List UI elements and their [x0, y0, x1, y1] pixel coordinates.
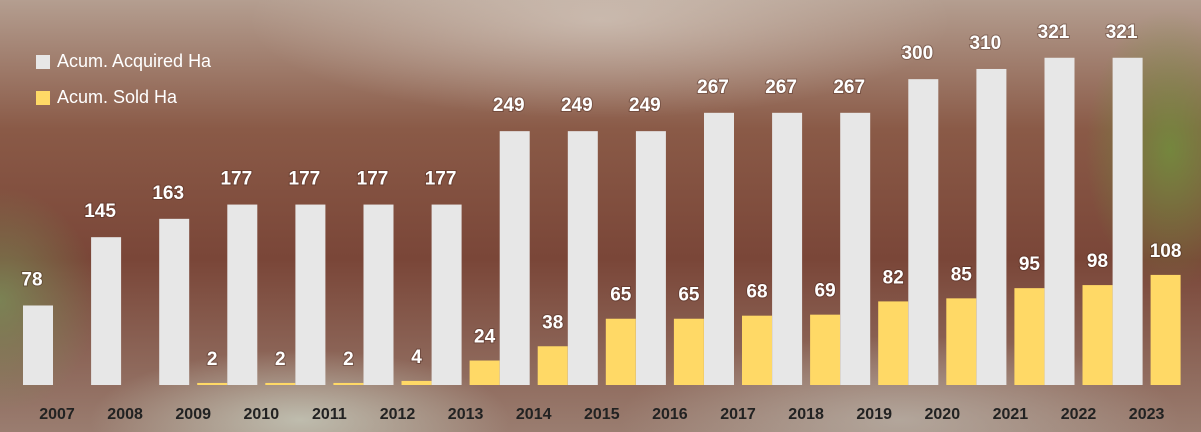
- bar: [946, 298, 976, 385]
- value-label: 65: [610, 285, 632, 306]
- x-tick-label: 2020: [925, 406, 961, 423]
- x-tick-label: 2008: [107, 406, 143, 423]
- value-label: 65: [678, 285, 700, 306]
- value-label: 2: [207, 349, 218, 370]
- value-label: 321: [1038, 22, 1070, 43]
- value-label: 78: [21, 269, 42, 290]
- x-tick-label: 2018: [788, 406, 824, 423]
- bar: [23, 305, 53, 385]
- x-tick-label: 2009: [175, 406, 211, 423]
- bar: [265, 383, 295, 385]
- x-tick-label: 2019: [856, 406, 892, 423]
- bar: [878, 301, 908, 385]
- value-label: 2: [343, 349, 354, 370]
- legend-label: Acum. Sold Ha: [57, 87, 178, 107]
- x-tick-label: 2012: [380, 406, 416, 423]
- legend-label: Acum. Acquired Ha: [57, 51, 212, 71]
- bar: [159, 219, 189, 385]
- value-label: 177: [289, 169, 321, 190]
- bar: [197, 383, 227, 385]
- bar: [470, 361, 500, 385]
- value-label: 98: [1087, 251, 1108, 272]
- value-label: 85: [951, 264, 973, 285]
- bar: [772, 113, 802, 385]
- x-tick-label: 2023: [1129, 406, 1165, 423]
- value-label: 267: [697, 77, 729, 98]
- value-label: 163: [152, 183, 184, 204]
- value-label: 68: [746, 282, 767, 303]
- bar: [1014, 288, 1044, 385]
- x-tick-label: 2013: [448, 406, 484, 423]
- value-label: 145: [84, 201, 116, 222]
- bar: [1113, 58, 1143, 385]
- bar: [908, 79, 938, 385]
- value-label: 249: [629, 95, 661, 116]
- value-label: 95: [1019, 254, 1041, 275]
- x-tick-label: 2014: [516, 406, 552, 423]
- value-label: 249: [493, 95, 525, 116]
- value-label: 177: [425, 169, 457, 190]
- x-tick-label: 2010: [244, 406, 280, 423]
- value-label: 267: [833, 77, 865, 98]
- bar: [704, 113, 734, 385]
- chart-background: 2007 78 2008 145 2009 163 2 2010 177 2 2011 177 2 201…: [0, 0, 1201, 432]
- x-tick-label: 2017: [720, 406, 756, 423]
- legend-swatch: [36, 55, 50, 69]
- bar: [538, 346, 568, 385]
- bar: [742, 316, 772, 385]
- x-tick-label: 2015: [584, 406, 620, 423]
- bar: [1151, 275, 1181, 385]
- bar: [636, 131, 666, 385]
- bar: [432, 205, 462, 385]
- value-label: 4: [411, 347, 422, 368]
- bar: [1045, 58, 1075, 385]
- bar: [402, 381, 432, 385]
- bar: [840, 113, 870, 385]
- bar: [976, 69, 1006, 385]
- value-label: 69: [815, 281, 836, 302]
- legend-swatch: [36, 91, 50, 105]
- value-label: 38: [542, 312, 563, 333]
- bar: [333, 383, 363, 385]
- value-label: 300: [901, 43, 933, 64]
- value-label: 2: [275, 349, 286, 370]
- x-tick-label: 2007: [39, 406, 75, 423]
- value-label: 310: [970, 33, 1002, 54]
- bar: [500, 131, 530, 385]
- value-label: 177: [220, 169, 252, 190]
- bar: [568, 131, 598, 385]
- x-tick-label: 2021: [993, 406, 1029, 423]
- bar: [91, 237, 121, 385]
- bar: [810, 315, 840, 385]
- value-label: 177: [357, 169, 389, 190]
- x-tick-label: 2022: [1061, 406, 1097, 423]
- value-label: 82: [883, 267, 904, 288]
- value-label: 24: [474, 327, 496, 348]
- x-tick-label: 2011: [312, 406, 347, 423]
- bar: [227, 205, 257, 385]
- value-label: 267: [765, 77, 797, 98]
- bar: [1083, 285, 1113, 385]
- value-label: 108: [1150, 241, 1182, 262]
- x-tick-label: 2016: [652, 406, 688, 423]
- chart: 2007 78 2008 145 2009 163 2 2010 177 2 2011 177 2 201…: [0, 0, 1201, 432]
- bar: [295, 205, 325, 385]
- bar: [606, 319, 636, 385]
- value-label: 321: [1106, 22, 1138, 43]
- bar: [674, 319, 704, 385]
- value-label: 249: [561, 95, 593, 116]
- bar: [364, 205, 394, 385]
